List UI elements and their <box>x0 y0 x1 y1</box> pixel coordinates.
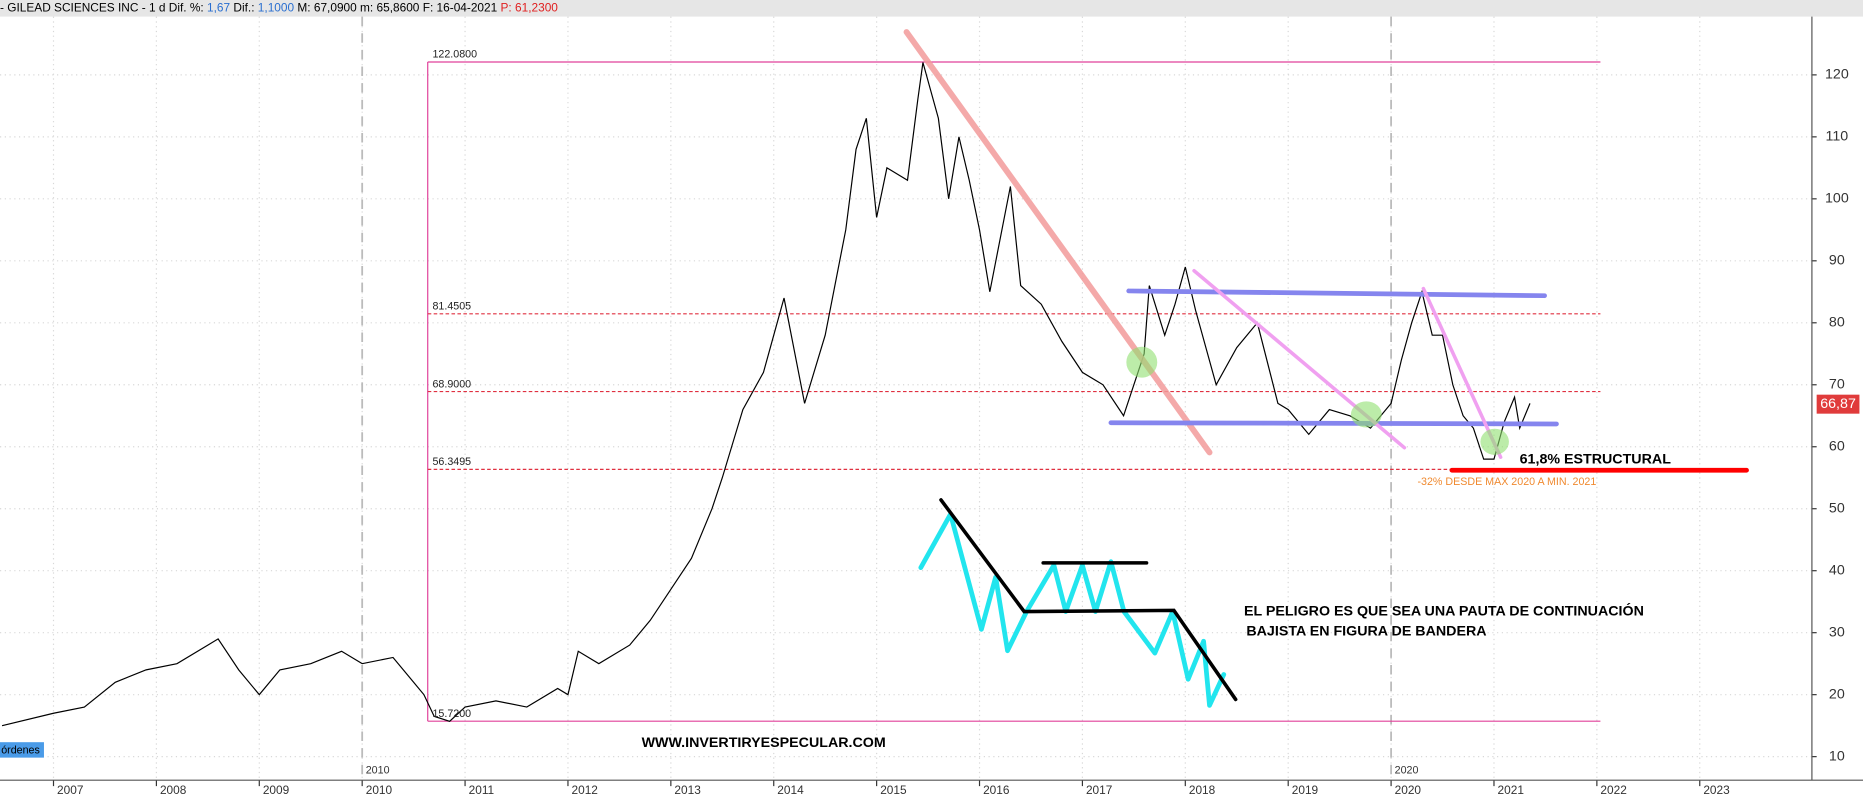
axis-layer: 10 20 30 40 50 60 70 80 90 100 110 120 2007 2008 2009 2… <box>0 16 1863 797</box>
x-tick-label: 2015 <box>880 783 907 797</box>
y-tick-label: 20 <box>1829 686 1845 702</box>
x-tick-label: 2023 <box>1703 783 1730 797</box>
y-tick-label: 90 <box>1829 253 1845 269</box>
annotation: BAJISTA EN FIGURA DE BANDERA <box>1246 624 1486 640</box>
annotation: -32% DESDE MAX 2020 A MIN. 2021 <box>1417 476 1596 488</box>
y-tick-label: 30 <box>1829 624 1845 640</box>
x-tick-label: 2022 <box>1600 783 1626 797</box>
highlight <box>1480 428 1509 455</box>
highlight <box>1126 346 1158 378</box>
x-tick-label: 2018 <box>1189 783 1216 797</box>
x-tick-label: 2014 <box>777 783 804 797</box>
pattern-outline <box>939 498 1238 702</box>
last-price-label: 66,87 <box>1820 396 1856 412</box>
header: - GILEAD SCIENCES INC - 1 d Dif. %: 1,67… <box>0 0 558 14</box>
channel-line <box>1108 420 1559 427</box>
panel-label[interactable]: órdenes <box>1 744 40 756</box>
y-tick-label: 80 <box>1829 315 1845 331</box>
y-tick-label: 50 <box>1829 500 1845 516</box>
annotation: EL PELIGRO ES QUE SEA UNA PAUTA DE CONTI… <box>1244 601 1644 619</box>
fib-label: 122.0800 <box>432 49 477 61</box>
last-price-box <box>1816 394 1860 414</box>
annotation: WWW.INVERTIRYESPECULAR.COM <box>642 735 886 751</box>
header-value: m: 65,8600 <box>360 0 420 14</box>
fib-label: 81.4505 <box>432 301 471 313</box>
fib-label: 56.3495 <box>432 456 471 468</box>
x-tick-label: 2019 <box>1292 783 1319 797</box>
x-tick-label: 2017 <box>1086 783 1112 797</box>
header-value: 1,1000 <box>258 0 295 14</box>
x-tick-label: 2013 <box>674 783 701 797</box>
y-tick-label: 70 <box>1829 377 1845 393</box>
channel-line <box>1126 288 1547 299</box>
fib-label: 15.7200 <box>432 708 471 720</box>
y-tick-label: 120 <box>1825 67 1849 83</box>
period-label: 2020 <box>1395 765 1419 777</box>
header-value: M: 67,0900 <box>297 0 357 14</box>
fib-label: 68.9000 <box>432 378 471 390</box>
x-tick-label: 2008 <box>160 783 187 797</box>
panel-tab[interactable] <box>0 742 44 758</box>
header-label: Dif.: <box>233 0 254 14</box>
y-tick-label: 40 <box>1829 562 1845 578</box>
x-tick-label: 2021 <box>1498 783 1525 797</box>
header-value: P: 61,2300 <box>501 0 559 14</box>
period-label: 2010 <box>366 765 390 777</box>
pattern-sketch <box>918 511 1227 708</box>
trend-line <box>903 29 1213 456</box>
header-label: Dif. %: <box>169 0 204 14</box>
x-tick-label: 2011 <box>469 783 495 797</box>
header-value: 1,67 <box>207 0 230 14</box>
highlight <box>1350 401 1382 428</box>
x-tick-label: 2012 <box>572 783 598 797</box>
header-bar <box>0 0 1863 17</box>
drawings <box>903 29 1749 708</box>
y-tick-label: 10 <box>1829 748 1845 764</box>
trend-line <box>1421 286 1503 459</box>
grid-layer <box>0 16 1812 781</box>
y-tick-label: 110 <box>1825 129 1848 145</box>
x-tick-label: 2016 <box>983 783 1010 797</box>
header-value: F: 16-04-2021 <box>423 0 498 14</box>
y-tick-label: 100 <box>1825 191 1849 207</box>
y-tick-label: 60 <box>1829 439 1845 455</box>
x-tick-label: 2007 <box>57 783 83 797</box>
x-tick-label: 2020 <box>1395 783 1422 797</box>
x-tick-label: 2009 <box>263 783 290 797</box>
x-tick-label: 2010 <box>366 783 393 797</box>
annotation: 61,8% ESTRUCTURAL <box>1520 451 1672 467</box>
header-title: - GILEAD SCIENCES INC - 1 d <box>0 0 165 14</box>
